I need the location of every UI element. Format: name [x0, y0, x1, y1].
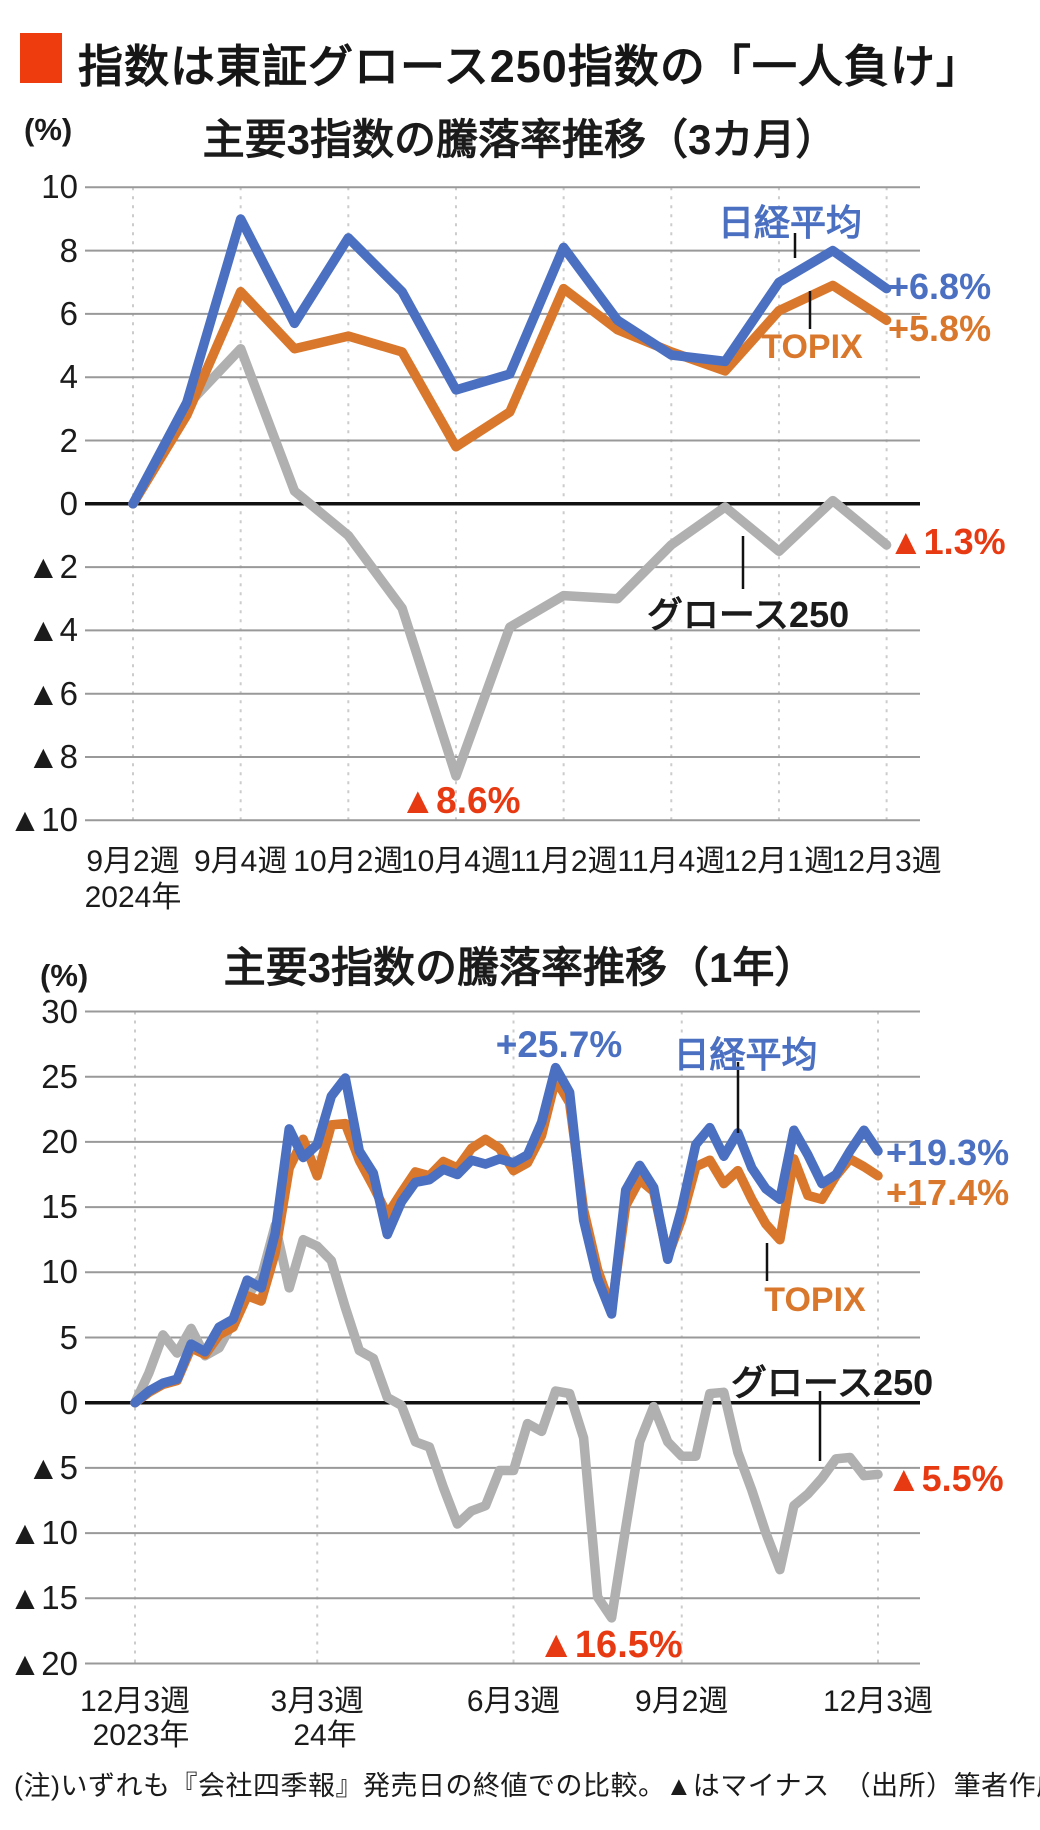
chart2-year-label: 2023年 [92, 1719, 190, 1752]
chart1-x-tick: 12月3週 [831, 845, 942, 878]
chart1-year-label: 2024年 [84, 881, 182, 914]
chart2-unit-label: (%) [40, 958, 89, 993]
chart2-y-tick: 0 [59, 1383, 78, 1421]
chart2-topix-end-value: +17.4% [886, 1172, 1010, 1213]
series-line-日経平均 [128, 214, 892, 509]
chart2-y-tick: ▲5 [26, 1448, 78, 1486]
chart1-y-tick: ▲6 [26, 674, 78, 712]
chart2-y-tick: 20 [41, 1122, 78, 1160]
series-line-日経平均 [130, 1062, 883, 1408]
chart2-y-tick: 10 [41, 1253, 78, 1291]
chart1-y-tick: 10 [41, 168, 78, 206]
chart2-topix-series-label: TOPIX [764, 1281, 866, 1319]
chart2-y-tick: 30 [41, 992, 78, 1030]
page-title: 指数は東証グロース250指数の「一人負け」 [78, 41, 982, 92]
chart2-title: 主要3指数の騰落率推移（1年） [223, 944, 817, 991]
chart1-growth-end-value: ▲1.3% [888, 521, 1006, 562]
chart1-growth-series-label: グロース250 [646, 594, 850, 635]
chart1-title: 主要3指数の騰落率推移（3カ月） [202, 116, 838, 163]
chart1-y-tick: 0 [59, 484, 78, 522]
chart1-topix-end-value: +5.8% [888, 308, 992, 349]
chart2-x-tick: 3月3週 [270, 1685, 364, 1718]
chart2-y-tick: ▲20 [8, 1644, 78, 1682]
chart1-x-tick: 12月1週 [723, 845, 834, 878]
chart1-y-tick: 4 [59, 358, 78, 396]
chart1-growth-min-value: ▲8.6% [399, 780, 521, 821]
chart1-y-tick: 2 [59, 421, 78, 459]
chart1-y-tick: 8 [59, 231, 78, 269]
chart1-y-tick: 6 [59, 294, 78, 332]
chart1-topix-series-label: TOPIX [761, 328, 863, 366]
chart1-y-tick: ▲2 [26, 548, 78, 586]
chart-1 [85, 186, 920, 822]
chart1-y-tick: ▲4 [26, 611, 78, 649]
header-accent-square [20, 33, 62, 83]
series-line-TOPIX [128, 280, 892, 509]
chart1-x-tick: 10月2週 [293, 845, 404, 878]
chart1-nikkei-series-label: 日経平均 [717, 202, 862, 243]
chart2-y-tick: 5 [59, 1318, 78, 1356]
chart1-x-tick: 10月4週 [400, 845, 511, 878]
chart1-x-tick: 9月2週 [86, 845, 180, 878]
chart2-nikkei-end-value: +19.3% [886, 1132, 1010, 1173]
chart1-x-tick: 11月4週 [617, 845, 726, 878]
chart-2 [85, 1010, 920, 1665]
chart1-unit-label: (%) [24, 112, 73, 147]
chart1-y-tick: ▲8 [26, 738, 78, 775]
chart2-x-tick: 9月2週 [635, 1685, 729, 1718]
chart1-nikkei-end-value: +6.8% [888, 266, 992, 307]
chart2-x-tick: 12月3週 [79, 1685, 191, 1718]
chart2-year-label-2: 24年 [293, 1719, 357, 1752]
chart2-nikkei-series-label: 日経平均 [673, 1034, 818, 1075]
chart2-y-tick: ▲15 [8, 1579, 78, 1617]
chart2-x-tick: 12月3週 [822, 1685, 934, 1718]
chart2-y-tick: 25 [41, 1057, 78, 1095]
chart2-y-tick: 15 [41, 1188, 78, 1226]
chart1-x-tick: 9月4週 [193, 845, 288, 878]
chart2-nikkei-peak-value: +25.7% [495, 1024, 623, 1065]
chart2-growth-end-value: ▲5.5% [886, 1458, 1004, 1499]
chart1-x-tick: 11月2週 [509, 845, 618, 878]
chart2-y-tick: ▲10 [8, 1514, 78, 1552]
chart1-y-tick: ▲10 [8, 801, 78, 839]
chart2-growth-series-label: グロース250 [730, 1362, 934, 1403]
chart2-x-tick: 6月3週 [466, 1685, 561, 1718]
source-note: (注)いずれも『会社四季報』発売日の終値での比較。▲はマイナス （出所）筆者作成 [14, 1771, 1040, 1801]
series-line-グロース250 [128, 343, 892, 781]
chart2-growth-min-value: ▲16.5% [537, 1624, 683, 1666]
